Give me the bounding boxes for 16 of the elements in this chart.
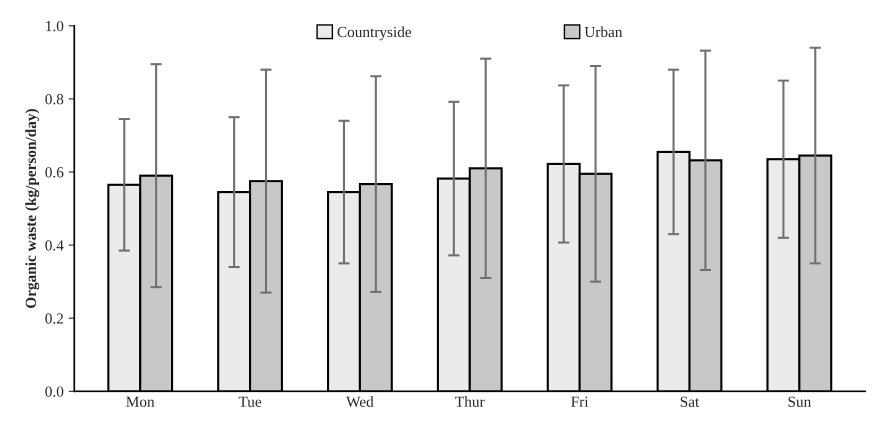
x-tick-label: Wed [346,396,374,407]
x-tick-label: Fri [571,396,588,407]
x-tick-label: Mon [126,396,154,407]
x-tick-label: Thur [455,396,484,407]
x-tick-label: Sun [788,396,811,407]
y-axis-title: Organic waste (kg/person/day) [25,109,40,308]
y-tick-label: 0.8 [45,94,64,104]
y-tick-label: 1.0 [46,20,64,32]
legend-label: Countryside [338,26,412,40]
x-tick-label: Tue [238,396,262,407]
legend-label: Urban [584,26,622,38]
y-tick-label: 0.2 [45,313,64,324]
y-tick-label: 0.4 [45,240,64,251]
x-tick-label: Sat [680,396,700,407]
y-tick-label: 0.6 [45,167,64,178]
y-tick-label: 0.0 [45,386,64,397]
